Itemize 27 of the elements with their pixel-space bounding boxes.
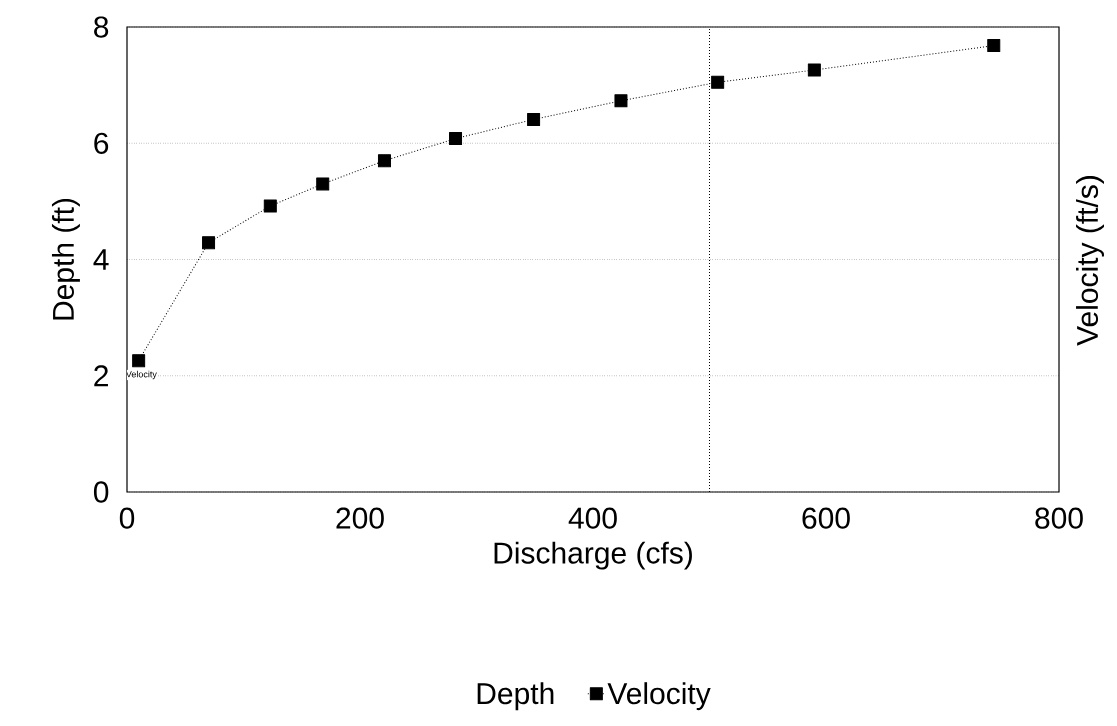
y-tick-label: 8: [94, 16, 109, 38]
x-tick-label: 0: [119, 507, 135, 529]
x-axis-title: Discharge (cfs): [494, 541, 692, 570]
x-tick-label: 800: [1035, 507, 1083, 529]
y-axis-title: Depth (ft): [51, 198, 80, 320]
x-tick-label: 600: [802, 507, 850, 529]
legend-label: Velocity: [607, 682, 711, 711]
y-tick-label: 6: [94, 132, 109, 154]
point: [449, 132, 463, 146]
point: [377, 154, 391, 168]
point: [316, 177, 330, 191]
point: [807, 63, 821, 77]
x-tick-label: 200: [336, 507, 384, 529]
point: [614, 94, 628, 108]
y-tick-label: 2: [94, 365, 108, 387]
point: [202, 236, 216, 250]
y2-axis-title: Velocity (ft/s): [1076, 176, 1104, 346]
point: [263, 199, 277, 213]
y-tick-label: 0: [93, 481, 109, 503]
text: Depth: [477, 682, 554, 711]
point: [132, 354, 146, 368]
x-tick-label: 400: [568, 507, 617, 529]
y-tick-label: 4: [93, 249, 109, 270]
point: [711, 75, 725, 89]
point: [987, 39, 1001, 53]
point: [527, 112, 541, 126]
annotation: Velocity: [125, 370, 157, 380]
